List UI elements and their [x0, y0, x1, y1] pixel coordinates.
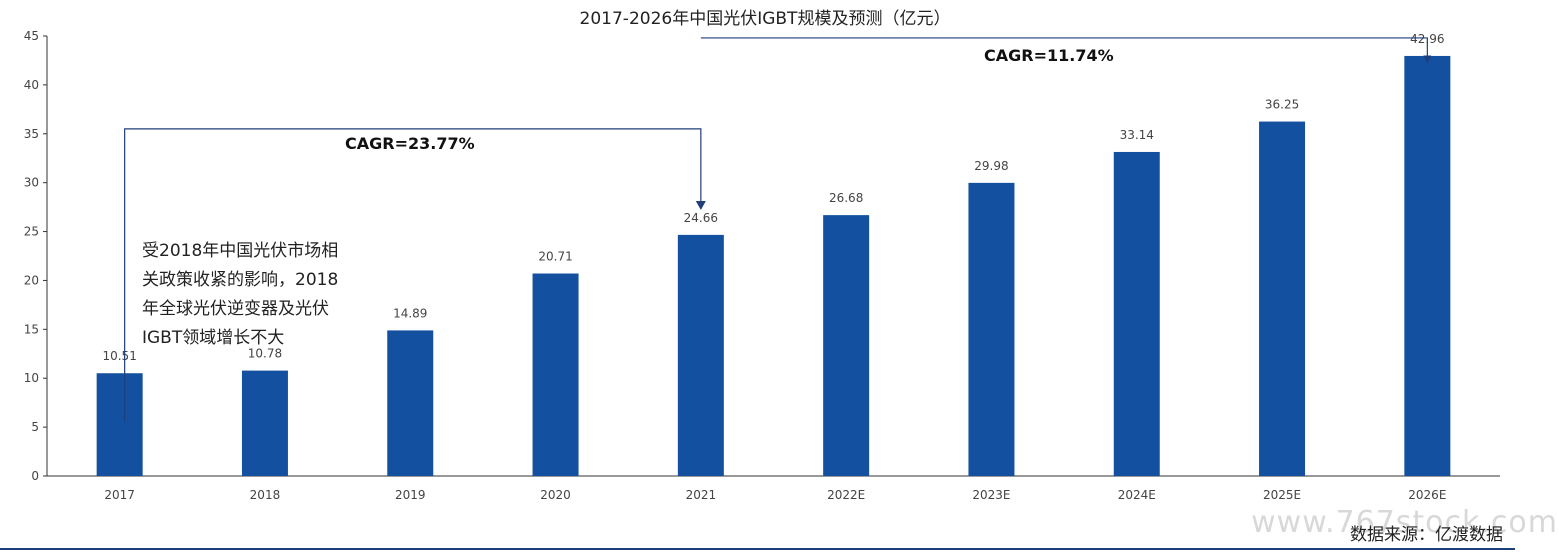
- cagr-bracket-2: CAGR=11.74%: [700, 37, 1432, 65]
- watermark: www.767stock.com: [1251, 505, 1558, 540]
- x-tick-label-2023E: 2023E: [972, 488, 1010, 502]
- value-label-2020: 20.71: [538, 250, 572, 264]
- value-label-2018: 10.78: [248, 347, 282, 361]
- note-line-2: 关政策收紧的影响，2018: [142, 270, 338, 290]
- value-label-2025E: 36.25: [1265, 98, 1299, 112]
- bar-2024E: [1113, 151, 1160, 476]
- x-tick-label-2019: 2019: [395, 488, 426, 502]
- x-tick-label-2018: 2018: [250, 488, 281, 502]
- bar-2019: [387, 330, 434, 476]
- value-labels: 10.51 10.78 14.89 20.71 24.66 26.68 29.98 33.14…: [102, 32, 1444, 363]
- value-label-2023E: 29.98: [974, 159, 1008, 173]
- x-tick-label-2022E: 2022E: [827, 488, 865, 502]
- y-tick-label: 20: [24, 273, 39, 287]
- bar-2017: [96, 373, 143, 476]
- x-tick-label-2017: 2017: [104, 488, 135, 502]
- bar-2018: [241, 370, 288, 476]
- bar-2026E: [1404, 55, 1451, 477]
- x-tick-label-2026E: 2026E: [1408, 488, 1446, 502]
- bar-2020: [532, 273, 579, 476]
- value-label-2019: 14.89: [393, 306, 427, 320]
- x-tick-label-2020: 2020: [540, 488, 571, 502]
- bar-2023E: [968, 182, 1015, 476]
- y-axis: 0 5 10 15 20 25 30 35 40 45: [24, 29, 48, 483]
- x-tick-label-2021: 2021: [686, 488, 717, 502]
- value-label-2017: 10.51: [102, 349, 136, 363]
- value-label-2021: 24.66: [684, 211, 718, 225]
- x-tick-label-2024E: 2024E: [1118, 488, 1156, 502]
- value-label-2022E: 26.68: [829, 191, 863, 205]
- y-tick-label: 25: [24, 225, 39, 239]
- chart-title: 2017-2026年中国光伏IGBT规模及预测（亿元）: [580, 9, 951, 29]
- y-tick-label: 15: [24, 322, 39, 336]
- cagr-2-label: CAGR=11.74%: [984, 46, 1114, 65]
- y-tick-label: 0: [31, 469, 39, 483]
- bar-2021: [677, 234, 724, 476]
- note-line-1: 受2018年中国光伏市场相: [142, 241, 338, 261]
- note-line-3: 年全球光伏逆变器及光伏: [142, 299, 329, 319]
- cagr-1-label: CAGR=23.77%: [345, 134, 475, 153]
- value-label-2024E: 33.14: [1120, 128, 1154, 142]
- y-tick-label: 40: [24, 78, 39, 92]
- y-tick-label: 35: [24, 127, 39, 141]
- data-source: 数据来源：亿渡数据: [1350, 525, 1503, 545]
- y-tick-label: 5: [31, 420, 39, 434]
- annotation-note: 受2018年中国光伏市场相 关政策收紧的影响，2018 年全球光伏逆变器及光伏 …: [142, 241, 338, 348]
- bar-2025E: [1259, 121, 1306, 477]
- bars: [96, 55, 1451, 477]
- y-tick-label: 45: [24, 29, 39, 43]
- y-tick-label: 10: [24, 371, 39, 385]
- x-tick-label-2025E: 2025E: [1263, 488, 1301, 502]
- note-line-4: IGBT领域增长不大: [142, 328, 284, 348]
- bar-2022E: [823, 215, 870, 476]
- y-tick-label: 30: [24, 176, 39, 190]
- cagr-bracket-1: CAGR=23.77%: [124, 128, 706, 423]
- x-tick-labels: 2017 2018 2019 2020 2021 2022E 2023E 2024E 2025E…: [104, 488, 1446, 502]
